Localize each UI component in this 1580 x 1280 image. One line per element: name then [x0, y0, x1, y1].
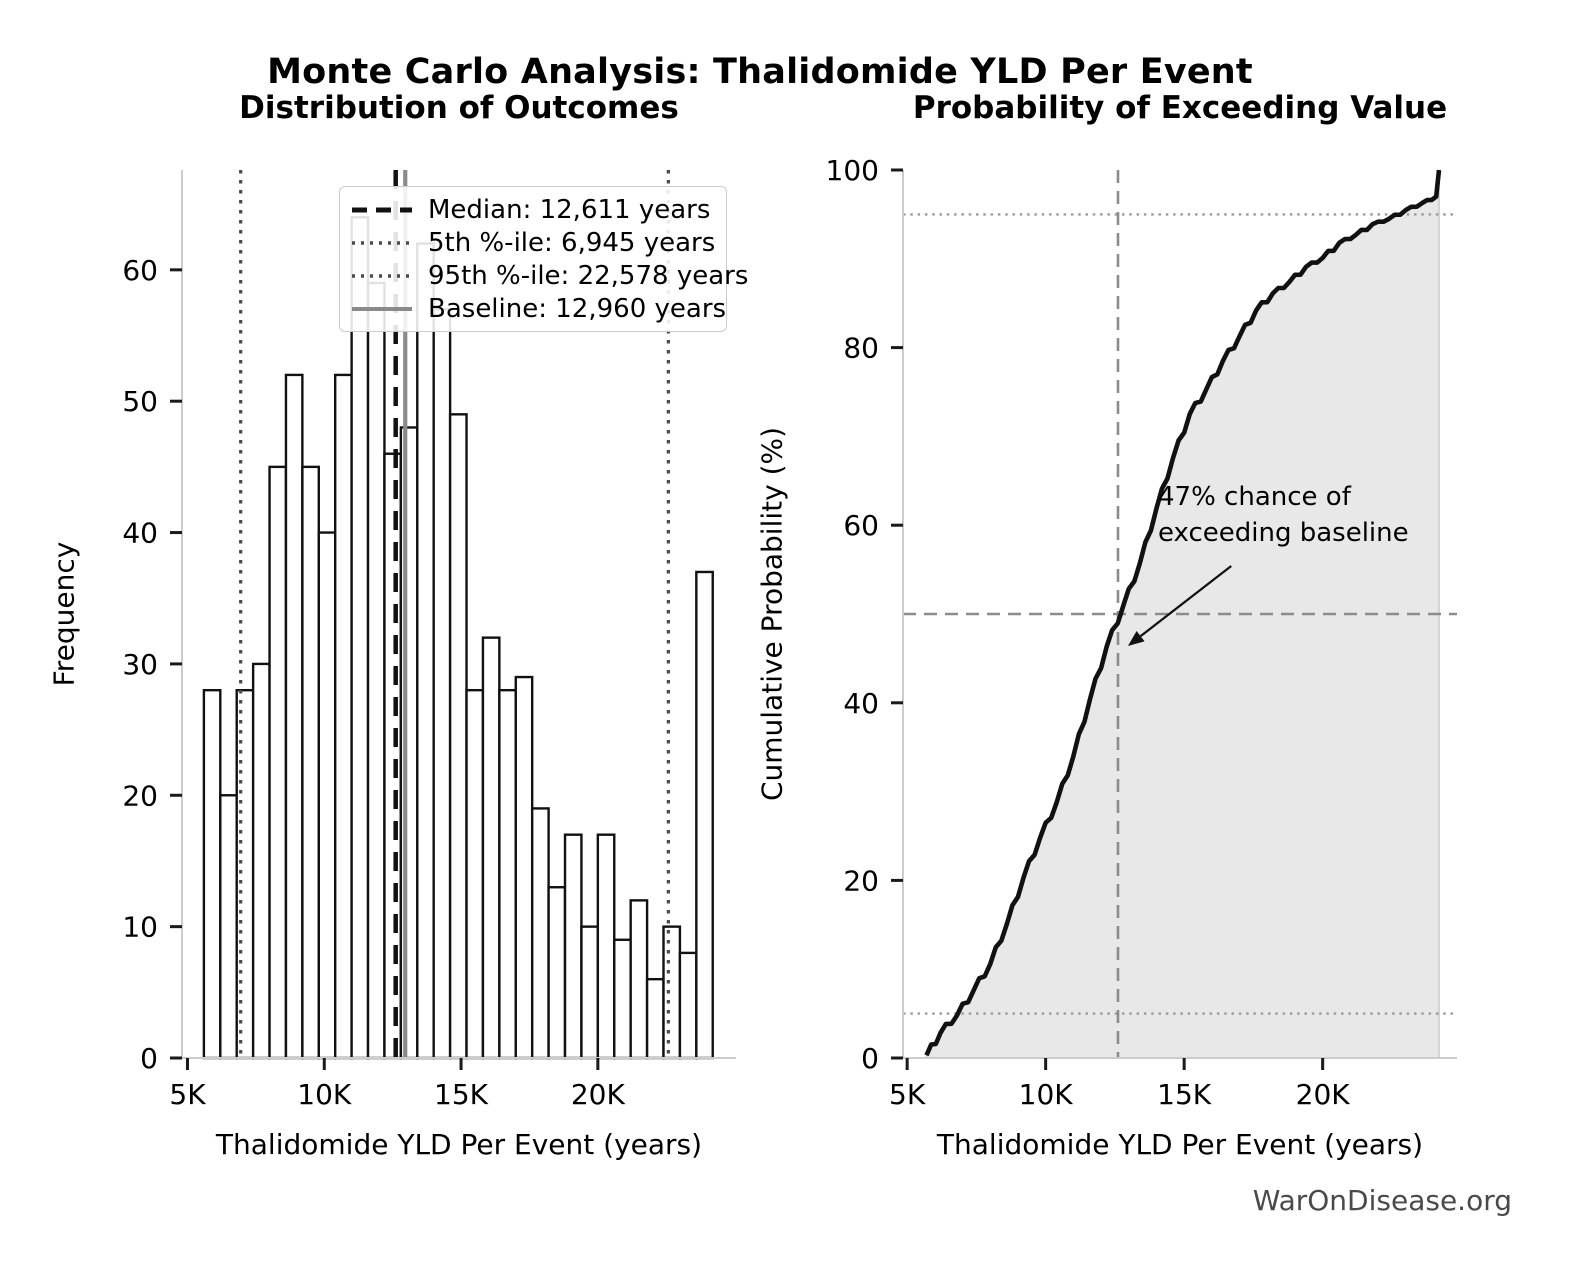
right-plot-y-tick-label: 40 [843, 687, 879, 720]
annotation-arrow-head [1127, 631, 1145, 646]
main-title: Monte Carlo Analysis: Thalidomide YLD Pe… [267, 52, 1253, 92]
legend-item: 5th %-ile: 6,945 years [350, 226, 716, 259]
annotation-line-1: 47% chance of [1158, 482, 1351, 512]
right-x-axis-label: Thalidomide YLD Per Event (years) [936, 1128, 1424, 1161]
right-plot-y-tick-label: 100 [826, 154, 879, 187]
right-plot-y-tick-label: 60 [843, 509, 879, 542]
legend-label: 95th %-ile: 22,578 years [428, 260, 749, 291]
legend-swatch-dotted-gray [352, 273, 412, 278]
histogram-bar [514, 675, 534, 1060]
histogram-bar [530, 807, 550, 1060]
right-y-axis-label: Cumulative Probability (%) [755, 426, 789, 802]
histogram-bar [613, 938, 632, 1060]
histogram-bar [580, 925, 600, 1060]
histogram-bar [465, 688, 485, 1060]
annotation-line-2: exceeding baseline [1158, 518, 1409, 548]
cdf-reference-lines [903, 170, 1457, 1058]
legend-item: Median: 12,611 years [350, 193, 716, 226]
left-plot-x-tick-label: 15K [434, 1078, 489, 1111]
right-plot-axes: 5K 10K 15K 20K 0 20 40 60 80 100 [826, 154, 1457, 1111]
histogram-bar [645, 977, 665, 1060]
legend-swatch-solid-gray [352, 306, 412, 311]
legend-label: Baseline: 12,960 years [428, 293, 727, 324]
histogram-bar [481, 636, 501, 1060]
cdf-curve [924, 169, 1442, 1057]
left-plot-title: Distribution of Outcomes [239, 90, 679, 126]
right-plot-y-tick-label: 20 [843, 864, 879, 897]
histogram-bar [629, 899, 649, 1060]
histogram-bar [448, 413, 468, 1060]
right-plot-x-tick-label: 15K [1157, 1078, 1212, 1111]
left-y-axis-label: Frequency [47, 541, 81, 687]
histogram-bar [284, 373, 304, 1060]
legend: Median: 12,611 years 5th %-ile: 6,945 yea… [339, 186, 748, 332]
left-plot-axes: 5K 10K 15K 20K 0 10 20 30 40 50 60 [122, 170, 736, 1111]
annotation-arrow-shaft [1139, 565, 1232, 638]
histogram-bar [350, 216, 370, 1060]
histogram-bar [317, 531, 337, 1060]
legend-item: Baseline: 12,960 years [350, 292, 726, 325]
histogram-bar [366, 281, 386, 1060]
left-plot-y-tick-label: 20 [122, 779, 158, 812]
right-plot-y-tick-label: 80 [843, 332, 879, 365]
histogram-bars [202, 216, 714, 1060]
left-plot-x-tick-label: 20K [571, 1078, 626, 1111]
left-plot-x-tick-label: 10K [297, 1078, 352, 1111]
watermark: WarOnDisease.org [1252, 1184, 1512, 1217]
histogram-bar [416, 242, 435, 1060]
histogram-bar [202, 688, 222, 1060]
right-plot-title: Probability of Exceeding Value [912, 90, 1448, 126]
legend-swatch-dotted-gray [352, 240, 412, 245]
right-plot-x-tick-label: 10K [1019, 1078, 1074, 1111]
left-plot-x-tick-label: 5K [169, 1078, 206, 1111]
histogram-bar [662, 925, 682, 1060]
histogram-bar [219, 794, 238, 1060]
histogram-bar [498, 688, 517, 1060]
left-plot-y-tick-label: 0 [140, 1042, 158, 1075]
left-plot-y-tick-label: 10 [122, 911, 158, 944]
legend-label: Median: 12,611 years [428, 194, 711, 225]
histogram-bar [301, 465, 320, 1060]
left-plot-y-tick-label: 60 [122, 254, 158, 287]
legend-label: 5th %-ile: 6,945 years [428, 227, 716, 258]
histogram-bar [695, 570, 714, 1060]
legend-swatch-dashed-black [352, 207, 412, 212]
left-plot-y-tick-label: 30 [122, 648, 158, 681]
histogram-bar [432, 308, 452, 1060]
legend-item: 95th %-ile: 22,578 years [350, 259, 748, 292]
left-plot-y-tick-label: 40 [122, 517, 158, 550]
annotation-47-percent: 47% chance of exceeding baseline [1158, 479, 1409, 551]
histogram-bar [251, 662, 271, 1060]
histogram-bar [596, 833, 616, 1060]
right-plot-x-tick-label: 20K [1296, 1078, 1351, 1111]
histogram-bar [678, 951, 698, 1060]
histogram-bar [563, 833, 583, 1060]
right-plot-x-tick-label: 5K [889, 1078, 926, 1111]
histogram-bar [547, 886, 567, 1060]
left-x-axis-label: Thalidomide YLD Per Event (years) [215, 1128, 703, 1161]
left-plot-y-tick-label: 50 [122, 385, 158, 418]
histogram-bar [383, 452, 403, 1060]
right-plot-y-tick-label: 0 [861, 1042, 879, 1075]
histogram-bar [268, 465, 288, 1060]
histogram-bar [334, 373, 353, 1060]
